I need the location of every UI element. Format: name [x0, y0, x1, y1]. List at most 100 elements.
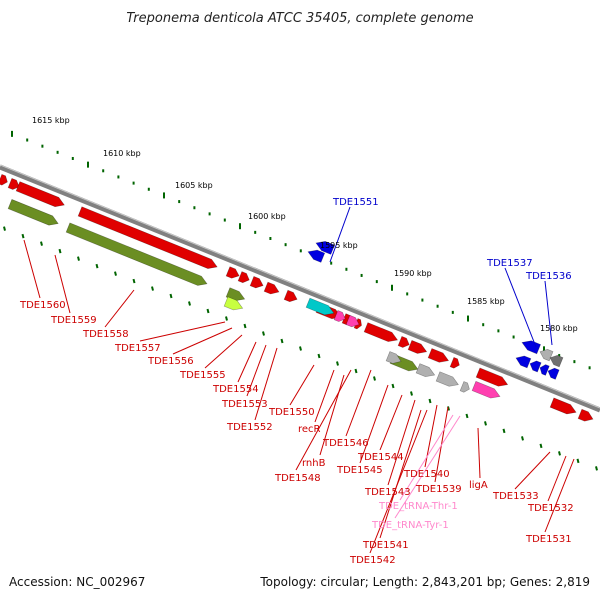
- reverse-cds-arrow: [307, 249, 326, 263]
- leader-line: [289, 364, 315, 406]
- gene-label-reverse: TDE1536: [525, 271, 572, 282]
- other-feature-arrow: [539, 348, 554, 362]
- gene-arrow-shape: [223, 296, 244, 311]
- gene-label-forward: rnhB: [302, 458, 326, 469]
- gene-label-forward: TDE1544: [357, 452, 404, 463]
- reverse-cds-arrow: [547, 367, 560, 380]
- trna-arrow: [333, 310, 346, 322]
- gene-label-forward: TDE1550: [268, 407, 315, 418]
- forward-cds-arrow-shape: [283, 289, 298, 303]
- tick-mark: [95, 263, 99, 269]
- gene-label-reverse: TDE1551: [332, 197, 379, 208]
- reverse-cds-arrow: [515, 355, 532, 369]
- leader-line: [399, 414, 454, 501]
- forward-cds-arrow: [263, 281, 280, 295]
- label-leader-lines: [23, 206, 575, 554]
- tick-mark: [225, 316, 228, 321]
- tick-label: 1595 kbp: [320, 241, 358, 250]
- gene-label-forward: TDE1532: [527, 503, 574, 514]
- reverse-cds-arrow: [529, 360, 542, 373]
- leader-line: [23, 239, 41, 299]
- gene-label-forward: TDE1554: [212, 384, 259, 395]
- forward-cds-arrow-shape: [449, 357, 460, 369]
- tick-mark: [502, 428, 506, 434]
- leader-line: [514, 451, 551, 490]
- forward-cds-arrow-shape: [263, 281, 280, 295]
- genome-backbone: [0, 164, 600, 413]
- gene-arrow: [223, 296, 244, 311]
- other-feature-arrow-shape: [435, 371, 459, 387]
- reverse-cds-arrow-shape: [307, 249, 326, 263]
- leader-line: [544, 458, 575, 533]
- tick-mark: [132, 278, 136, 284]
- tick-mark: [465, 413, 469, 419]
- forward-cds-arrow-shape: [77, 206, 218, 269]
- forward-cds-arrow: [15, 181, 65, 208]
- gene-label-forward: TDE1533: [492, 491, 539, 502]
- leader-line: [254, 347, 278, 421]
- feature-track: [0, 173, 594, 422]
- forward-cds-arrow-shape: [15, 181, 65, 208]
- forward-cds-arrow-shape: [237, 271, 250, 284]
- tick-mark: [280, 338, 284, 344]
- forward-cds-arrow-shape: [363, 322, 399, 342]
- reverse-cds-arrow-shape: [521, 340, 541, 355]
- gene-label-forward: TDE1559: [50, 315, 97, 326]
- tick-mark: [3, 226, 6, 231]
- reverse-cds-arrow-shape: [529, 360, 542, 373]
- forward-cds-arrow-shape: [475, 367, 509, 387]
- other-feature-arrow-shape: [459, 381, 470, 393]
- forward-cds-arrow-shape: [249, 276, 264, 289]
- forward-cds-arrow: [225, 266, 240, 279]
- tick-mark: [262, 331, 265, 336]
- tick-mark: [40, 241, 43, 246]
- tick-mark: [558, 451, 561, 456]
- gene-arrow-shape: [7, 199, 59, 226]
- gene-label-forward: TDE1540: [403, 469, 450, 480]
- gene-arrow: [225, 287, 246, 302]
- gene-label-forward: TDE1543: [364, 487, 411, 498]
- gene-label-forward: TDE1557: [114, 343, 161, 354]
- leader-line: [504, 267, 537, 348]
- leader-line: [319, 374, 345, 456]
- rna-label: TDE_tRNA-Thr-1: [378, 501, 458, 512]
- forward-cds-arrow: [577, 408, 594, 422]
- trna-arrow: [345, 314, 360, 328]
- tick-mark: [206, 308, 210, 314]
- other-feature-arrow: [415, 363, 436, 377]
- tick-mark: [317, 353, 321, 359]
- tick-mark: [58, 248, 62, 254]
- forward-cds-arrow-shape: [549, 397, 577, 415]
- tick-label: 1585 kbp: [467, 297, 505, 306]
- tick-mark: [521, 436, 524, 441]
- forward-cds-arrow-shape: [397, 335, 410, 348]
- forward-cds-arrow: [7, 178, 20, 190]
- leader-line: [359, 384, 389, 464]
- gene-label-forward: TDE1552: [226, 422, 273, 433]
- leader-line: [104, 289, 135, 328]
- gene-arrow-shape: [225, 287, 246, 302]
- inner-tick-track: [3, 226, 598, 471]
- other-feature-arrow-shape: [385, 351, 402, 364]
- forward-cds-arrow: [77, 206, 218, 269]
- reverse-cds-arrow-shape: [547, 367, 560, 380]
- tick-mark: [428, 398, 432, 404]
- tick-mark: [77, 256, 80, 261]
- leader-line: [314, 369, 335, 423]
- gene-label-forward: TDE1542: [349, 555, 396, 566]
- misc-feature-arrow: [305, 297, 335, 316]
- leader-line: [544, 280, 553, 346]
- gene-arrow: [65, 222, 208, 286]
- leader-line: [246, 344, 267, 397]
- forward-cds-arrow-shape: [7, 178, 20, 190]
- gene-label-forward: TDE1546: [322, 438, 369, 449]
- leader-line: [369, 409, 428, 554]
- leader-line: [394, 415, 461, 519]
- leader-line: [477, 427, 481, 479]
- forward-cds-arrow: [449, 357, 460, 369]
- tick-mark: [576, 458, 580, 464]
- other-feature-arrow: [459, 381, 470, 393]
- tick-mark: [243, 323, 247, 329]
- reverse-cds-arrow-shape: [515, 355, 532, 369]
